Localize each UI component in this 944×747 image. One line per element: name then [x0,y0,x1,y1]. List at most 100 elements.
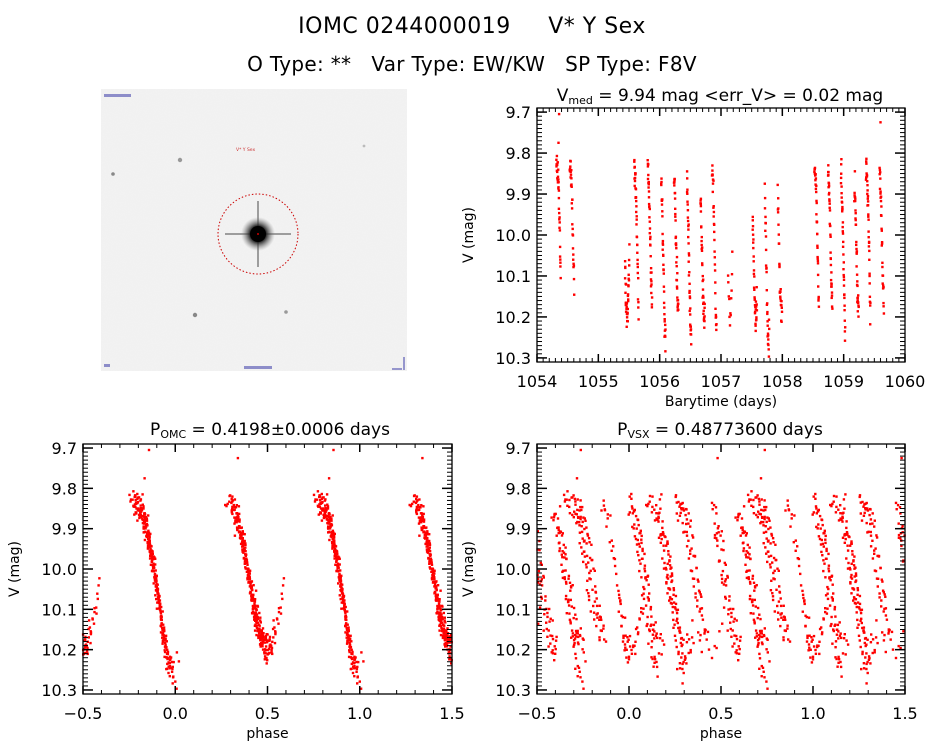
data-point [803,599,806,602]
data-point [648,500,651,503]
data-point [879,121,882,124]
data-point [834,640,838,643]
data-point [545,621,548,624]
data-point [587,598,591,602]
data-point [168,667,171,670]
data-point [333,540,336,543]
data-point [857,315,860,318]
data-point [650,271,653,274]
data-point [668,564,672,567]
data-point [818,514,822,518]
data-point [679,641,682,645]
data-point [256,605,260,608]
data-point [862,514,866,517]
data-point [770,532,773,536]
data-point [688,295,692,298]
data-point [153,556,156,559]
data-point [237,519,240,522]
data-point [755,584,758,587]
data-point [627,299,630,303]
data-point [577,666,581,669]
data-point [764,222,767,225]
data-point [739,635,742,639]
data-point [723,580,727,583]
data-point [817,644,820,647]
data-point [627,513,630,516]
data-point [806,636,809,640]
data-point [858,495,861,499]
data-point [540,578,543,581]
data-point [834,646,837,649]
data-point [691,534,694,537]
data-point [759,477,763,480]
data-point [713,269,717,272]
data-point [144,518,147,522]
data-point [702,312,705,315]
data-point [767,517,770,520]
data-point [771,598,775,602]
data-point [721,622,724,625]
data-point [878,168,882,172]
data-point [159,602,162,606]
data-point [699,199,702,202]
data-point [350,640,353,643]
data-point [89,630,92,633]
data-point [650,283,653,286]
data-point [840,158,843,161]
data-point [348,643,352,647]
data-point [559,265,562,268]
title-rest: = 0.48773600 days [649,420,823,440]
data-point [87,619,91,622]
data-point [829,251,832,254]
data-point [350,652,353,655]
data-point [337,556,341,559]
data-point [696,599,699,602]
data-point [264,635,267,639]
data-point [434,591,437,594]
data-point [869,662,872,665]
data-point [722,548,725,552]
data-point [752,612,755,615]
data-point [238,512,241,516]
data-point [587,561,590,564]
data-point [145,525,148,528]
data-point [316,490,320,493]
data-point [439,607,442,611]
data-point [244,543,247,546]
data-point [674,207,677,210]
data-point [777,242,781,245]
data-point [422,525,425,528]
data-point [161,628,164,631]
data-point [861,500,864,504]
data-point [646,177,650,181]
data-point [625,305,628,309]
data-point [688,289,691,293]
data-point [714,292,717,295]
data-point [151,550,154,553]
data-point [338,563,341,566]
data-point [869,534,873,537]
data-point [250,595,253,598]
data-point [558,226,561,229]
data-point [701,274,704,278]
data-point [862,662,866,665]
data-point [150,545,153,548]
data-point [253,618,256,621]
data-point [261,627,265,630]
data-point [711,169,714,172]
data-point [682,509,686,512]
data-point [844,653,847,656]
data-point [661,243,665,246]
data-point [782,636,785,639]
data-point [694,596,697,599]
data-point [724,595,727,599]
data-point [159,610,162,613]
data-point [664,566,667,570]
data-point [346,623,349,626]
data-point [431,571,435,575]
data-point [647,196,651,199]
data-point [346,640,349,643]
data-point [627,273,630,276]
data-point [865,175,869,178]
y-tick-label: 9.9 [506,185,531,204]
